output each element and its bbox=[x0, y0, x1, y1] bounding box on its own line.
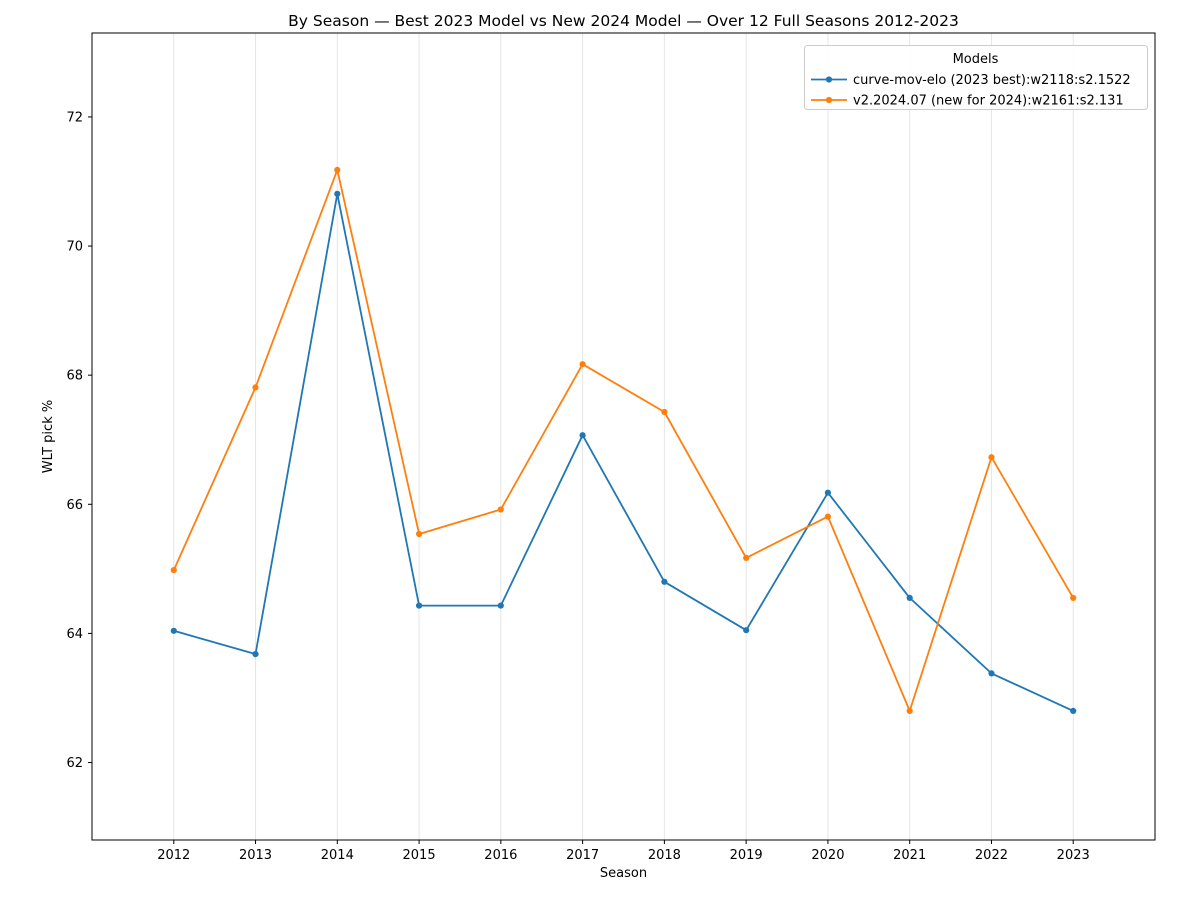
data-point bbox=[988, 670, 995, 677]
x-tick-label: 2019 bbox=[730, 848, 763, 863]
legend-entry-label: curve-mov-elo (2023 best):w2118:s2.1522 bbox=[853, 73, 1131, 88]
data-point bbox=[252, 384, 259, 391]
data-point bbox=[1070, 707, 1077, 715]
data-point bbox=[988, 454, 995, 461]
x-tick-label: 2020 bbox=[811, 848, 844, 863]
data-point bbox=[1070, 594, 1077, 602]
data-point bbox=[824, 513, 832, 520]
chart-title: By Season — Best 2023 Model vs New 2024 … bbox=[288, 12, 959, 30]
y-tick-label: 66 bbox=[66, 498, 83, 513]
data-point bbox=[906, 707, 913, 715]
data-point bbox=[579, 361, 586, 368]
data-point bbox=[743, 627, 750, 634]
plot-border bbox=[91, 32, 1156, 841]
data-point bbox=[252, 651, 259, 658]
y-axis-label: WLT pick % bbox=[41, 400, 56, 473]
data-point bbox=[661, 408, 668, 416]
data-point bbox=[824, 489, 832, 496]
x-axis-label: Season bbox=[600, 866, 647, 881]
legend-sample-marker bbox=[825, 76, 833, 83]
y-tick-label: 70 bbox=[66, 240, 83, 255]
x-tick-label: 2015 bbox=[403, 848, 436, 863]
x-tick-label: 2013 bbox=[239, 848, 272, 863]
data-point bbox=[906, 594, 913, 602]
x-tick-label: 2016 bbox=[484, 848, 517, 863]
data-point bbox=[661, 578, 668, 585]
x-tick-label: 2012 bbox=[157, 848, 190, 863]
legend: Models curve-mov-elo (2023 best):w2118:s2… bbox=[804, 45, 1148, 110]
data-point bbox=[334, 190, 341, 197]
y-tick-label: 62 bbox=[66, 756, 83, 771]
series-line-0 bbox=[172, 192, 1075, 712]
x-tick-label: 2022 bbox=[975, 848, 1008, 863]
x-tick-label: 2014 bbox=[321, 848, 354, 863]
data-point bbox=[416, 602, 423, 609]
x-tick-label: 2017 bbox=[566, 848, 599, 863]
y-tick-label: 64 bbox=[66, 627, 83, 642]
x-tick-label: 2021 bbox=[893, 848, 926, 863]
data-point bbox=[170, 627, 177, 634]
data-point bbox=[170, 567, 177, 574]
y-tick-label: 72 bbox=[66, 110, 83, 125]
data-point bbox=[416, 530, 423, 538]
x-tick-label: 2023 bbox=[1057, 848, 1090, 863]
legend-box bbox=[804, 45, 1148, 110]
plot-area bbox=[92, 33, 1155, 840]
data-point bbox=[579, 432, 586, 439]
data-point bbox=[743, 554, 750, 562]
data-point bbox=[497, 506, 504, 513]
legend-title: Models bbox=[953, 52, 999, 67]
data-point bbox=[334, 166, 341, 173]
x-tick-label: 2018 bbox=[648, 848, 681, 863]
legend-sample-marker bbox=[825, 96, 833, 104]
y-tick-label: 68 bbox=[66, 369, 83, 384]
data-point bbox=[497, 602, 504, 609]
series-line-1 bbox=[172, 168, 1075, 712]
legend-entry-label: v2.2024.07 (new for 2024):w2161:s2.131 bbox=[853, 94, 1124, 109]
